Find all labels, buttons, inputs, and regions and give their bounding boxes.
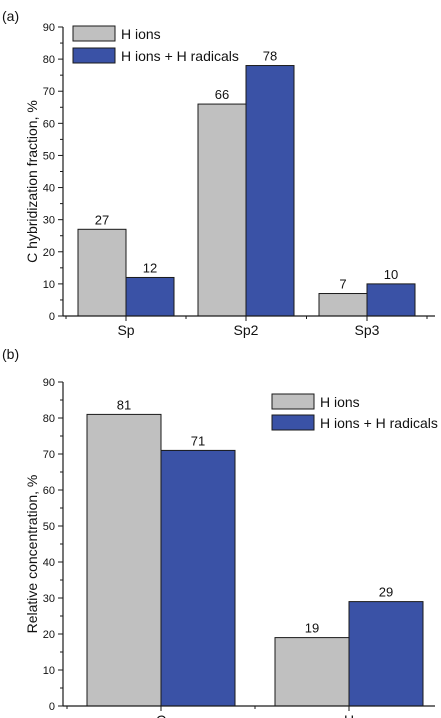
chart-a-bar-sp-series2	[125, 276, 175, 317]
chart-b-xtick-label-c: C	[156, 712, 166, 718]
chart-a-ytick-label-10: 10	[43, 279, 55, 291]
chart-b-ytick-label-10: 10	[43, 665, 55, 677]
chart-b-ytick-label-70: 70	[43, 449, 55, 461]
chart-a-xtick-label-sp: Sp	[117, 322, 134, 338]
chart-a-bar-sp2-series2	[245, 65, 295, 317]
chart-a-legend-label-series2: H ions + H radicals	[121, 48, 239, 64]
chart-a-ytick-label-50: 50	[43, 150, 55, 162]
chart-b: (b) 81 71 19 29 0 10 20 30 40 50 60 70 80 90 C H Relative…	[2, 346, 438, 718]
chart-b-data-label-c-series1: 81	[117, 397, 131, 412]
chart-b-data-label-h-series2: 29	[379, 585, 393, 600]
chart-b-bar-c-series1	[86, 413, 162, 707]
chart-a-bar-sp3-series1	[318, 293, 368, 317]
chart-a-bar-sp-series1	[77, 228, 127, 317]
chart-a-legend-swatch-series2	[72, 47, 116, 64]
chart-b-xtick-label-h: H	[344, 712, 354, 718]
chart-b-bar-c-series2	[160, 449, 236, 707]
chart-a-y-axis-label: C hybridization fraction, %	[24, 100, 40, 263]
chart-b-ytick-label-20: 20	[43, 629, 55, 641]
chart-a-data-label-sp2-series1: 66	[215, 87, 229, 102]
chart-b-data-label-h-series1: 19	[305, 621, 319, 636]
chart-a-ytick-label-90: 90	[43, 22, 55, 34]
chart-b-legend-label-series2: H ions + H radicals	[320, 415, 438, 431]
chart-b-ytick-label-0: 0	[49, 701, 55, 713]
chart-b-bar-h-series2	[348, 601, 424, 707]
chart-b-ytick-label-40: 40	[43, 557, 55, 569]
chart-b-ytick-label-80: 80	[43, 413, 55, 425]
chart-b-legend-swatch-series2	[271, 414, 315, 431]
chart-b-legend-label-series1: H ions	[320, 394, 360, 410]
chart-b-ytick-label-90: 90	[43, 377, 55, 389]
chart-a-data-label-sp3-series1: 7	[339, 277, 346, 292]
chart-b-ytick-label-30: 30	[43, 593, 55, 605]
chart-a-bar-sp2-series1	[197, 103, 247, 317]
chart-b-ytick-label-50: 50	[43, 521, 55, 533]
chart-a-legend-label-series1: H ions	[121, 26, 161, 42]
chart-b-data-label-c-series2: 71	[191, 433, 205, 448]
chart-b-ytick-label-60: 60	[43, 485, 55, 497]
chart-b-legend-swatch-series1	[271, 393, 315, 410]
chart-a-panel-label: (a)	[2, 8, 19, 24]
chart-a-legend-swatch-series1	[72, 25, 116, 42]
chart-b-bar-h-series1	[274, 637, 350, 707]
chart-a-data-label-sp-series1: 27	[95, 212, 109, 227]
chart-b-panel-label: (b)	[2, 346, 19, 362]
chart-a: (a) 27 12 66 78 7 10 0 10 20 30 40 50 60 70 80 90 Sp Sp2 Sp…	[2, 8, 435, 338]
chart-b-y-axis-label: Relative concentration, %	[24, 475, 40, 634]
chart-a-data-label-sp2-series2: 78	[263, 49, 277, 64]
chart-a-xtick-label-sp2: Sp2	[234, 322, 259, 338]
chart-a-ytick-label-30: 30	[43, 215, 55, 227]
chart-a-ytick-label-60: 60	[43, 118, 55, 130]
chart-a-xtick-label-sp3: Sp3	[355, 322, 380, 338]
chart-a-ytick-label-0: 0	[49, 311, 55, 323]
chart-a-data-label-sp3-series2: 10	[384, 267, 398, 282]
chart-a-ytick-label-70: 70	[43, 86, 55, 98]
chart-a-ytick-label-40: 40	[43, 183, 55, 195]
chart-a-ytick-label-80: 80	[43, 54, 55, 66]
chart-a-data-label-sp-series2: 12	[143, 260, 157, 275]
chart-a-ytick-label-20: 20	[43, 247, 55, 259]
chart-a-bar-sp3-series2	[366, 283, 416, 317]
